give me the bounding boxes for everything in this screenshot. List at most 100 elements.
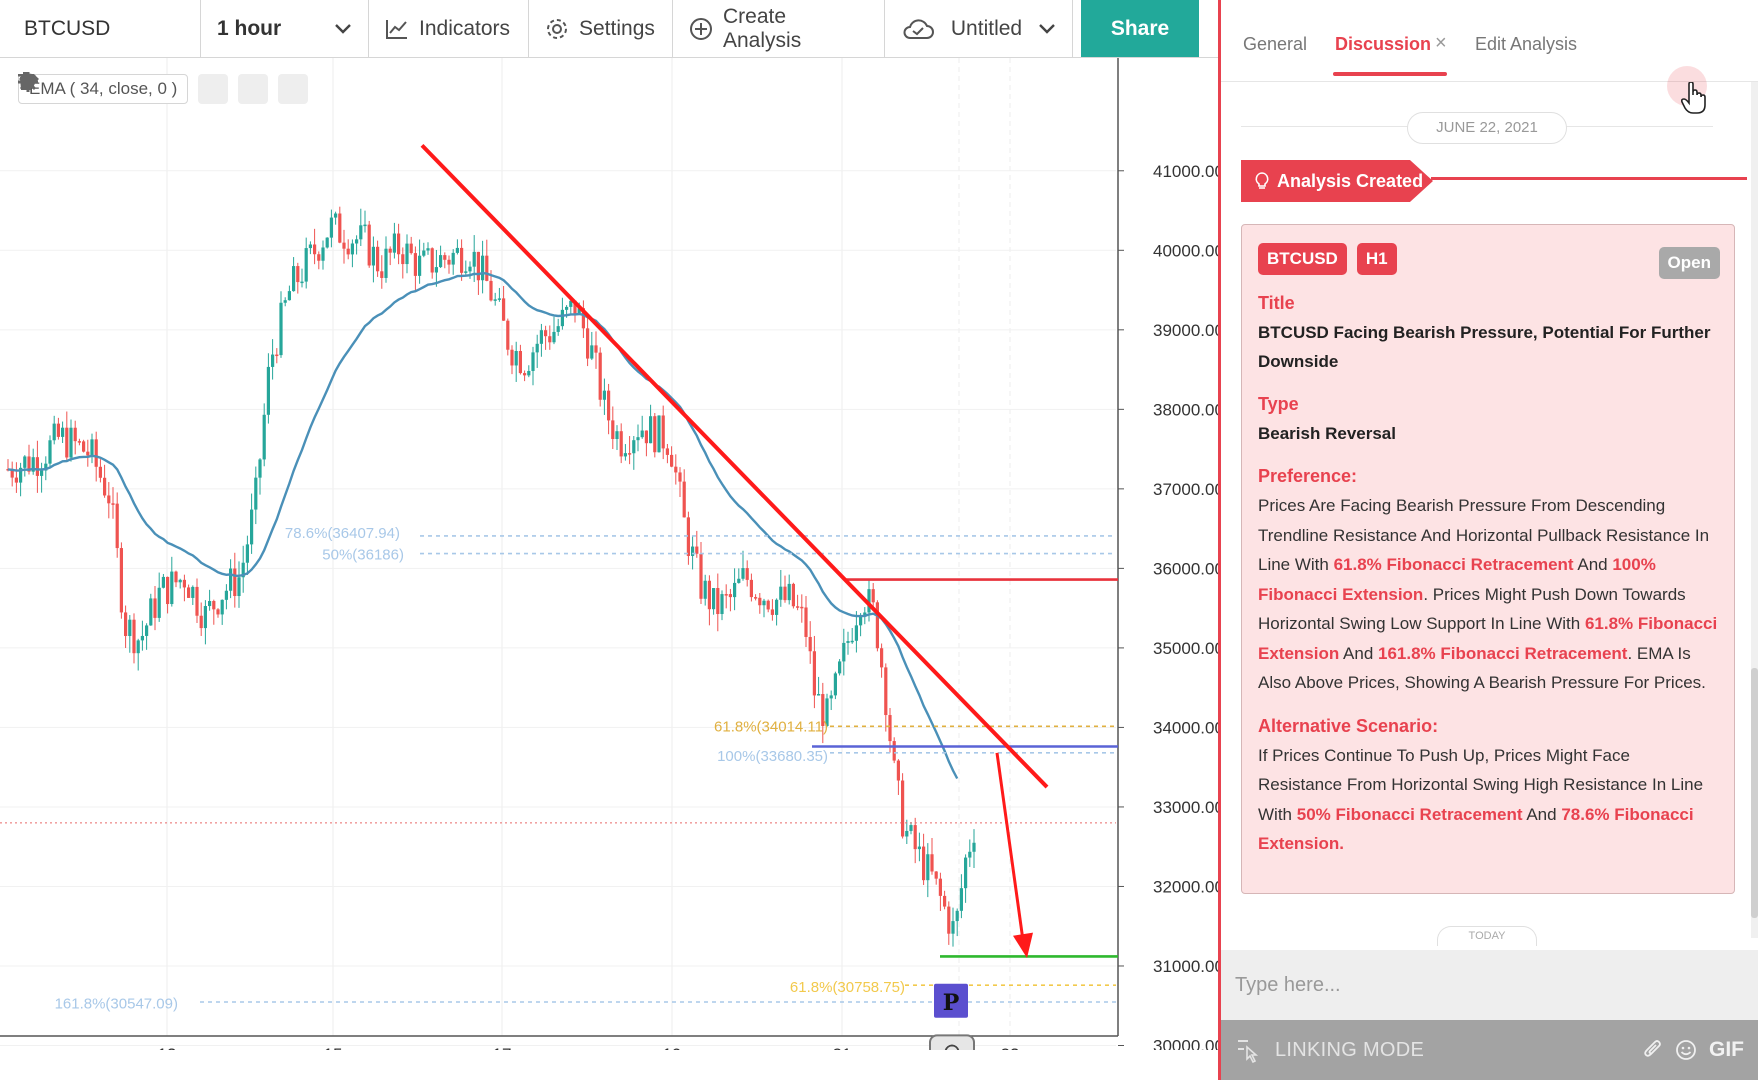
candle-body [300,281,304,284]
price-tick-label: 33000.00 [1153,798,1220,817]
candle-body [934,871,938,879]
candle-body [325,237,329,248]
symbol-selector[interactable]: BTCUSD [0,0,201,57]
candle-body [602,390,606,400]
candle-body [867,589,871,613]
chart-canvas[interactable]: 41000.00 40000.00 39000.00 38000.00 37000.00… [0,58,1220,1050]
candle-body [464,271,468,273]
panel-divider[interactable] [1218,0,1221,1080]
candle-body [682,481,686,518]
settings-button[interactable]: Settings [529,0,673,57]
candle-body [44,463,48,471]
scrollbar-thumb[interactable] [1751,668,1758,918]
candle-body [896,760,900,781]
candle-body [61,427,65,437]
candle-body [14,477,18,483]
candle-body [875,602,879,649]
candle-body [124,612,128,637]
candle-body [283,300,287,303]
candle-body [216,609,220,615]
indicators-button[interactable]: Indicators [369,0,529,57]
candle-body [544,330,548,337]
candle-body [371,246,375,266]
linking-mode-bar: LINKING MODE GIF [1221,1020,1758,1080]
analysis-type: Bearish Reversal [1258,424,1396,443]
time-tick-label: 19 [663,1045,682,1050]
share-button[interactable]: Share [1081,0,1199,57]
paperclip-icon[interactable] [1643,1039,1663,1061]
interval-dropdown[interactable]: 1 hour [201,0,369,57]
candle-body [615,431,619,439]
candle-body [401,254,405,265]
candle-body [959,888,963,911]
tab-general[interactable]: General [1243,34,1308,54]
candle-body [586,328,590,359]
candle-body [468,266,472,272]
settings-label: Settings [579,16,655,40]
candle-body [27,456,31,472]
tab-discussion[interactable]: Discussion [1335,34,1432,54]
candle-body [271,354,275,367]
candle-body [502,298,506,321]
candle-body [825,698,829,726]
candle-body [321,247,325,261]
candle-body [737,578,741,583]
candle-body [859,616,863,626]
linking-mode-label[interactable]: LINKING MODE [1275,1038,1425,1061]
status-badge: Open [1658,247,1720,279]
candle-body [670,454,674,467]
candle-body [863,612,867,617]
ema-line [7,271,959,780]
candle-body [405,243,409,265]
price-tick-label: 40000.00 [1153,241,1220,260]
candle-body [342,242,346,249]
candle-body [254,477,258,510]
candle-body [153,598,157,618]
candle-body [434,267,438,273]
fib-1618-label: 161.8%(30547.09) [55,996,178,1013]
layout-dropdown[interactable]: Untitled [885,0,1073,57]
alternative-text-1: If Prices Continue To Push Up, Prices Mi… [1258,745,1704,824]
tab-edit-analysis[interactable]: Edit Analysis [1475,34,1578,54]
analysis-created-line [1431,177,1747,180]
message-input[interactable] [1221,950,1758,1020]
time-tick-label: 17 [493,1045,512,1050]
candle-body [338,213,342,243]
close-icon[interactable]: × [1435,32,1447,54]
candle-body [409,243,413,254]
candle-body [674,466,678,473]
candle-body [245,544,249,563]
eye-icon[interactable] [19,73,229,104]
gear-icon[interactable] [18,72,269,104]
time-tick-label: 21 [833,1045,852,1050]
chevron-down-icon [1039,23,1055,34]
candle-body [258,459,262,478]
candle-body [619,431,623,457]
candle-body [241,562,245,578]
ema-indicator-label[interactable]: EMA ( 34, close, 0 ) [18,74,189,104]
gif-button[interactable]: GIF [1709,1038,1744,1061]
link-mode-icon[interactable] [1235,1037,1263,1063]
p-marker-box [934,983,968,1018]
candle-body [119,548,123,613]
candle-body [35,457,39,476]
candle-body [510,349,514,366]
create-analysis-button[interactable]: Create Analysis [673,0,885,57]
candle-body [56,423,60,437]
candle-body [653,416,657,453]
candle-body [779,586,783,600]
candle-body [48,440,52,464]
line-chart-icon [386,19,407,39]
candle-body [754,597,758,599]
candle-body [77,441,81,443]
time-tick-label: 13 [158,1045,177,1050]
candle-body [628,453,632,455]
trash-icon[interactable] [18,72,309,104]
candle-body [166,576,170,605]
candle-body [943,895,947,907]
candle-body [909,825,913,831]
chevron-down-icon [335,23,351,34]
emoji-icon[interactable] [1675,1039,1697,1061]
price-chart[interactable]: 41000.00 40000.00 39000.00 38000.00 37000.00… [0,58,1220,1050]
panel-scrollbar[interactable] [1751,82,1758,938]
